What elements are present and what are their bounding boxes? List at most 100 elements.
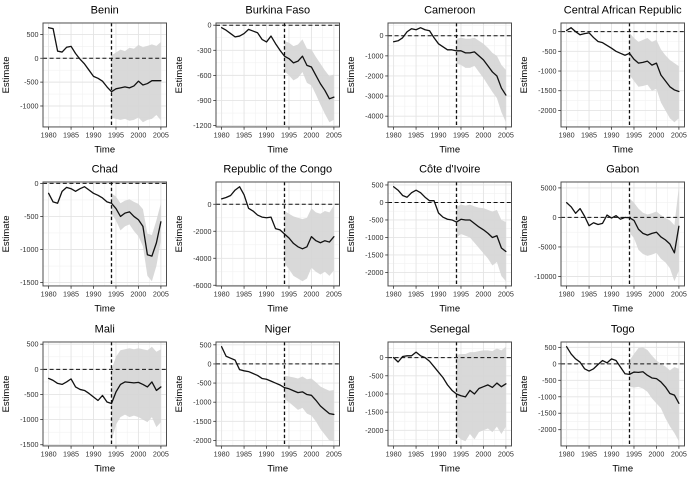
- y-axis-tick-label: 500: [199, 340, 211, 349]
- facet-senegal: 1980 1985 1990 1995 2000 2005 -2000 -1500 -1000 -…: [345, 319, 518, 478]
- facet-svg-cameroon: 1980 1985 1990 1995 2000 2005 -4000 -3000 -2000 -…: [346, 4, 514, 155]
- facet-title: Cameroon: [424, 4, 475, 16]
- x-axis-tick-label: 1985: [408, 290, 424, 299]
- facet-gabon: 1980 1985 1990 1995 2000 2005 -10000 -5000 0 5000…: [518, 159, 690, 318]
- x-axis-tick-label: 2000: [130, 130, 146, 139]
- estimate-line: [392, 351, 507, 398]
- x-axis-label: Time: [439, 144, 460, 155]
- y-axis-tick-label: 500: [371, 181, 383, 190]
- panel-border: [215, 341, 340, 447]
- x-axis-tick-label: 1980: [213, 449, 229, 458]
- y-axis-tick-label: -1000: [193, 397, 211, 406]
- y-axis-tick-label: 0: [207, 359, 211, 368]
- x-axis-tick-label: 2000: [303, 290, 319, 299]
- x-axis-tick-label: 1990: [431, 130, 447, 139]
- confidence-band: [628, 187, 679, 282]
- x-axis-tick-label: 1995: [625, 449, 641, 458]
- y-axis-tick-label: 500: [26, 339, 38, 348]
- y-axis-label: Estimate: [1, 216, 12, 253]
- x-axis-tick-label: 2000: [475, 130, 491, 139]
- y-axis-tick-label: -500: [542, 47, 556, 56]
- x-axis-tick-label: 1985: [236, 130, 252, 139]
- y-axis-label: Estimate: [1, 375, 12, 412]
- estimate-line: [47, 27, 162, 93]
- y-axis-label: Estimate: [518, 375, 529, 412]
- x-axis-tick-label: 2005: [325, 130, 341, 139]
- x-axis-tick-label: 2005: [153, 130, 169, 139]
- x-axis-tick-label: 1995: [453, 449, 469, 458]
- estimate-line: [220, 27, 335, 100]
- y-axis-tick-label: -5000: [538, 243, 556, 252]
- estimate-line: [565, 345, 680, 404]
- confidence-band: [628, 347, 679, 441]
- facet-title: Central African Republic: [563, 4, 681, 16]
- x-axis-tick-label: 1990: [258, 130, 274, 139]
- panel-border: [42, 22, 167, 128]
- estimate-line: [47, 186, 162, 258]
- y-axis-tick-label: -500: [24, 78, 38, 87]
- x-axis-tick-label: 2005: [153, 290, 169, 299]
- x-axis-label: Time: [612, 463, 633, 474]
- x-axis-tick-label: 1985: [581, 130, 597, 139]
- y-axis-tick-label: 0: [379, 198, 383, 207]
- y-axis-tick-label: 0: [34, 364, 38, 373]
- x-axis-label: Time: [94, 144, 115, 155]
- y-axis-label: Estimate: [173, 375, 184, 412]
- y-axis-tick-label: -3000: [365, 92, 383, 101]
- facet-title: Senegal: [430, 323, 470, 335]
- x-axis-tick-label: 1995: [625, 130, 641, 139]
- facet-svg-togo: 1980 1985 1990 1995 2000 2005 -2000 -1500 -1000 -…: [518, 323, 686, 474]
- x-axis-tick-label: 1985: [236, 290, 252, 299]
- x-axis-tick-label: 1980: [41, 130, 57, 139]
- facet-republic-of-the-congo: 1980 1985 1990 1995 2000 2005 -6000 -4000 -2000 0…: [173, 159, 346, 318]
- panel-border: [215, 181, 340, 287]
- facet-title: Togo: [610, 323, 634, 335]
- x-axis-label: Time: [612, 144, 633, 155]
- y-axis-tick-label: -600: [197, 71, 211, 80]
- y-axis-label: Estimate: [346, 57, 357, 94]
- x-axis-tick-label: 1995: [453, 130, 469, 139]
- y-axis-tick-label: 0: [34, 179, 38, 188]
- y-axis-tick-label: 0: [552, 359, 556, 368]
- x-axis-label: Time: [94, 304, 115, 315]
- y-axis-tick-label: -1500: [538, 408, 556, 417]
- x-axis-tick-label: 2005: [670, 449, 686, 458]
- x-axis-tick-label: 1985: [581, 290, 597, 299]
- y-axis-tick-label: -2000: [365, 425, 383, 434]
- x-axis-label: Time: [267, 304, 288, 315]
- facet-title: Mali: [95, 323, 115, 335]
- x-axis-tick-label: 2000: [475, 290, 491, 299]
- facet-title: Gabon: [606, 164, 639, 176]
- x-axis-tick-label: 1990: [603, 290, 619, 299]
- facet-title: Chad: [92, 164, 118, 176]
- facet-chad: 1980 1985 1990 1995 2000 2005 -1500 -1000 -500 0 C…: [0, 159, 173, 318]
- facet-title: Republic of the Congo: [223, 164, 332, 176]
- y-axis-label: Estimate: [173, 57, 184, 94]
- x-axis-tick-label: 1980: [558, 130, 574, 139]
- y-axis-tick-label: -2000: [538, 425, 556, 434]
- x-axis-tick-label: 1995: [108, 130, 124, 139]
- x-axis-tick-label: 1990: [431, 290, 447, 299]
- facet-svg-mali: 1980 1985 1990 1995 2000 2005 -1500 -1000 -500 0 5…: [1, 323, 169, 474]
- facet-mali: 1980 1985 1990 1995 2000 2005 -1500 -1000 -500 0 5…: [0, 319, 173, 478]
- panel-border: [560, 181, 685, 287]
- x-axis-tick-label: 1990: [86, 130, 102, 139]
- y-axis-tick-label: -1500: [20, 278, 38, 287]
- y-axis-tick-label: -1000: [20, 415, 38, 424]
- estimate-line: [220, 186, 335, 250]
- y-axis-label: Estimate: [1, 57, 12, 94]
- facet-cameroon: 1980 1985 1990 1995 2000 2005 -4000 -3000 -2000 -…: [345, 0, 518, 159]
- y-axis-tick-label: 0: [207, 200, 211, 209]
- x-axis-tick-label: 2000: [303, 130, 319, 139]
- x-axis-tick-label: 1990: [258, 449, 274, 458]
- y-axis-tick-label: -1500: [20, 440, 38, 449]
- y-axis-tick-label: 0: [552, 213, 556, 222]
- y-axis-tick-label: -500: [369, 371, 383, 380]
- facet-title: Benin: [91, 4, 119, 16]
- y-axis-tick-label: -500: [197, 378, 211, 387]
- y-axis-tick-label: -6000: [193, 281, 211, 290]
- x-axis-tick-label: 1990: [86, 449, 102, 458]
- y-axis-tick-label: -1000: [538, 392, 556, 401]
- x-axis-tick-label: 1985: [63, 449, 79, 458]
- confidence-band: [111, 193, 161, 282]
